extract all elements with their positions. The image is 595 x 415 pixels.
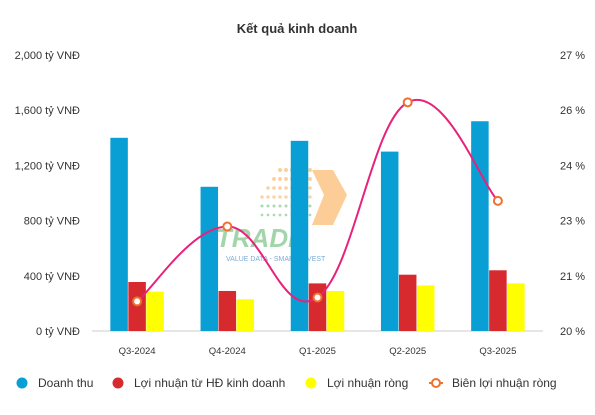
- category-label: Q4-2024: [209, 346, 246, 357]
- watermark-dot: [308, 195, 312, 199]
- net-margin-point-q1-2025[interactable]: [312, 292, 323, 303]
- watermark-dot: [284, 177, 288, 181]
- watermark-dot: [278, 204, 282, 208]
- line-series: [132, 97, 503, 307]
- watermark-dot: [284, 186, 288, 190]
- bar-l-i-nhu-n-t-h-kinh-doanh-q2-2025[interactable]: [398, 274, 417, 331]
- right-axis-tick-label: 20 %: [560, 326, 585, 338]
- legend-label: Doanh thu: [38, 376, 93, 390]
- legend-label: Biên lợi nhuận ròng: [452, 376, 557, 390]
- watermark-dot: [277, 167, 283, 173]
- legend-item[interactable]: Lợi nhuận ròng: [305, 376, 409, 390]
- bar-doanh-thu-q3-2024[interactable]: [110, 137, 128, 331]
- bar-series: [110, 121, 525, 332]
- watermark-dot: [308, 177, 312, 181]
- legend-label: Lợi nhuận từ HĐ kinh doanh: [134, 376, 285, 390]
- watermark-dot: [284, 213, 288, 217]
- category-labels: Q3-2024 Q4-2024 Q1-2025 Q2-2025 Q3-2025: [119, 346, 517, 357]
- legend-dot-marker: [16, 377, 28, 389]
- watermark-dot: [308, 186, 312, 190]
- watermark-dot: [284, 195, 288, 199]
- bar-l-i-nhu-n-t-h-kinh-doanh-q3-2025[interactable]: [489, 270, 507, 331]
- watermark-dot: [266, 195, 270, 199]
- watermark-dot: [278, 195, 282, 199]
- watermark-dot: [278, 213, 282, 217]
- category-label: Q3-2024: [119, 346, 156, 357]
- left-axis-tick-label: 800 tỷ VNĐ: [24, 216, 80, 228]
- watermark-dot: [307, 167, 313, 173]
- watermark-dot: [308, 204, 312, 208]
- bar-l-i-nhu-n-r-ng-q4-2024[interactable]: [236, 299, 255, 331]
- chart-title: Kết quả kinh doanh: [237, 21, 358, 36]
- legend-circle-marker: [431, 378, 441, 388]
- category-label: Q1-2025: [299, 346, 336, 357]
- itrade-watermark: I-TRADE VALUE DATA - SMART INVEST: [200, 167, 347, 263]
- watermark-dot: [278, 177, 282, 181]
- category-label: Q3-2025: [479, 346, 516, 357]
- watermark-dot: [272, 186, 276, 190]
- watermark-dot: [272, 177, 276, 181]
- net-margin-point-q4-2024[interactable]: [222, 221, 233, 232]
- net-margin-point-q3-2024[interactable]: [132, 296, 143, 307]
- watermark-dot: [266, 186, 270, 190]
- watermark-dot: [266, 213, 270, 217]
- watermark-tagline: VALUE DATA - SMART INVEST: [226, 256, 326, 263]
- left-axis-tick-label: 2,000 tỷ VNĐ: [15, 50, 80, 62]
- watermark-dot: [272, 204, 276, 208]
- bar-l-i-nhu-n-r-ng-q2-2025[interactable]: [416, 285, 435, 331]
- watermark-dot: [272, 213, 276, 217]
- legend-item[interactable]: Biên lợi nhuận ròng: [429, 376, 557, 390]
- right-axis-tick-label: 24 %: [560, 160, 585, 172]
- right-axis-tick-label: 23 %: [560, 216, 585, 228]
- watermark-dot: [260, 204, 264, 208]
- left-axis-tick-label: 1,200 tỷ VNĐ: [15, 160, 80, 172]
- bar-doanh-thu-q3-2025[interactable]: [471, 121, 489, 332]
- right-axis-tick-label: 21 %: [560, 271, 585, 283]
- right-axis-tick-label: 26 %: [560, 105, 585, 117]
- left-axis-tick-label: 1,600 tỷ VNĐ: [15, 105, 80, 117]
- bar-l-i-nhu-n-t-h-kinh-doanh-q3-2024[interactable]: [128, 282, 146, 331]
- left-axis-tick-label: 400 tỷ VNĐ: [24, 271, 80, 283]
- watermark-dot: [260, 213, 264, 217]
- net-margin-point-q2-2025[interactable]: [402, 97, 413, 108]
- bar-doanh-thu-q4-2024[interactable]: [200, 186, 219, 331]
- watermark-dot: [283, 167, 289, 173]
- legend-label: Lợi nhuận ròng: [327, 376, 408, 390]
- legend-item[interactable]: Lợi nhuận từ HĐ kinh doanh: [112, 376, 286, 390]
- watermark-dot: [260, 195, 264, 199]
- legend-dot-marker: [112, 377, 124, 389]
- bar-doanh-thu-q1-2025[interactable]: [290, 140, 309, 331]
- bar-l-i-nhu-n-r-ng-q3-2025[interactable]: [507, 283, 525, 331]
- net-margin-point-q3-2025[interactable]: [492, 195, 503, 206]
- category-label: Q2-2025: [389, 346, 426, 357]
- bar-l-i-nhu-n-r-ng-q1-2025[interactable]: [326, 290, 345, 331]
- left-axis-tick-label: 0 tỷ VNĐ: [36, 326, 80, 338]
- watermark-dot: [308, 213, 312, 217]
- watermark-arrow-icon: [312, 170, 347, 225]
- chart-legend[interactable]: Doanh thu Lợi nhuận từ HĐ kinh doanh Lợi n…: [16, 376, 557, 390]
- legend-item[interactable]: Doanh thu: [16, 376, 94, 390]
- right-axis-tick-label: 27 %: [560, 50, 585, 62]
- bar-l-i-nhu-n-r-ng-q3-2024[interactable]: [146, 291, 164, 331]
- legend-dot-marker: [305, 377, 317, 389]
- watermark-dot: [266, 204, 270, 208]
- net-margin-line[interactable]: [136, 98, 499, 303]
- left-axis-ticks: 0 tỷ VNĐ 400 tỷ VNĐ 800 tỷ VNĐ 1,200 tỷ VNĐ…: [15, 50, 80, 338]
- bar-doanh-thu-q2-2025[interactable]: [380, 151, 399, 331]
- bar-l-i-nhu-n-t-h-kinh-doanh-q4-2024[interactable]: [218, 290, 237, 331]
- right-axis-ticks: 20 % 21 % 23 % 24 % 26 % 27 %: [560, 50, 585, 338]
- watermark-dot: [272, 195, 276, 199]
- watermark-dot: [278, 186, 282, 190]
- watermark-dot: [284, 204, 288, 208]
